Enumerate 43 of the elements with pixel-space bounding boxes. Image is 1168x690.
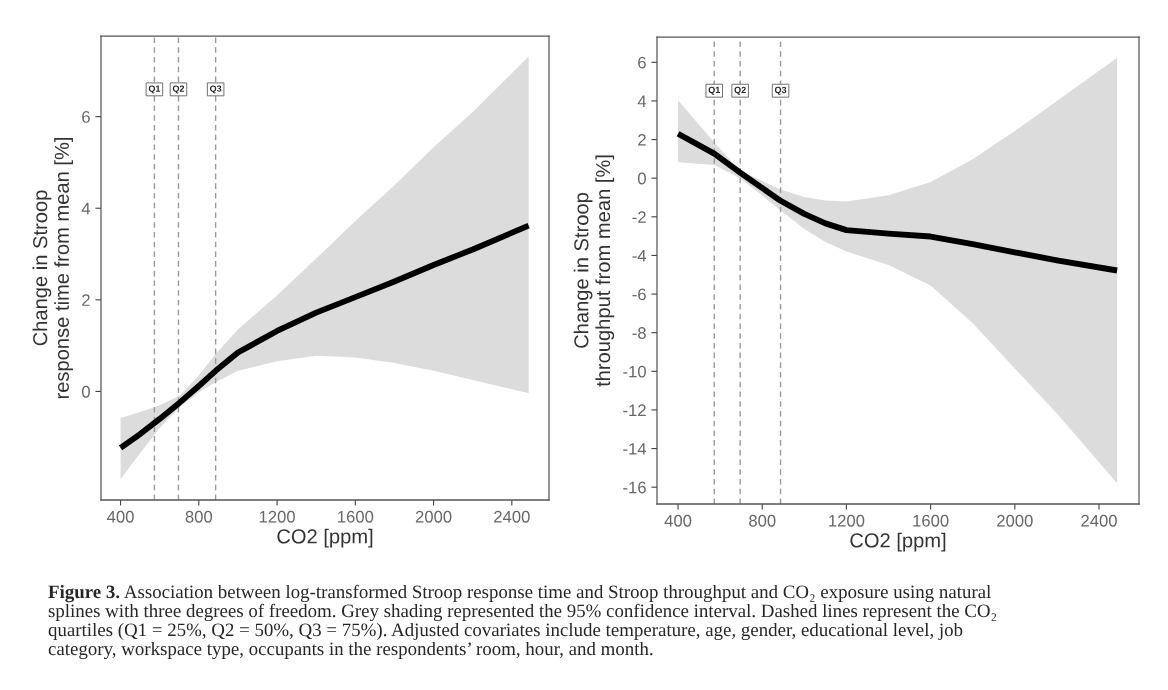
x-tick-label: 400 [664,514,692,527]
x-tick-label: 2000 [997,514,1033,527]
y-tick-label: -8 [632,327,646,339]
x-tick-label: 800 [185,510,213,523]
text: quartiles (Q1 = 25%, Q2 = 50%, Q3 = 75%). Adjusted covariates include temperature, age, gender, educational level, job [48,622,963,641]
y-tick-label: 0 [81,385,90,398]
x-tick-label: 1600 [913,514,949,527]
y-tick-label: 2 [82,294,90,306]
y-tick-label: -16 [623,481,646,494]
x-tick-label: 2400 [494,510,530,523]
caption: Figure 3. [48,584,120,603]
y-tick-label: 0 [637,172,646,185]
x-tick-label: 1200 [259,510,295,523]
y-tick-label: -4 [632,250,647,262]
text: splines with three degrees of freedom. Grey shading represented the 95% confidence interval. Dashed lines represent the CO₂ [48,603,997,622]
y-tick-label: -14 [623,443,647,455]
ref-line-label: Q2 [172,85,185,94]
ref-line-label: Q1 [708,86,721,95]
y-axis-title: Change in Stroop response time from mean [%] [32,137,73,399]
text: Association between log-transformed Stroop response time and Stroop throughput and CO₂ exposure using natural [124,584,991,603]
x-tick-label: 800 [749,514,776,527]
y-tick-label: 4 [81,202,91,215]
x-tick-label: 2400 [1081,514,1117,527]
y-tick-label: 6 [638,56,646,69]
x-axis-title: CO2 [ppm] [850,532,946,552]
x-tick-label: 400 [107,510,134,523]
y-tick-label: 4 [637,95,647,107]
x-tick-label: 2000 [415,510,452,523]
y-tick-label: -2 [632,211,646,223]
y-axis-title: Change in Stroop throughput from mean [%] [573,155,615,387]
y-tick-label: -10 [623,365,646,378]
y-tick-label: 2 [638,133,646,146]
y-tick-label: 6 [82,111,90,123]
ref-line-label: Q1 [148,85,161,94]
y-tick-label: -6 [632,288,646,301]
text: category, workspace type, occupants in the respondents’ room, hour, and month. [48,641,653,660]
y-tick-label: -12 [623,404,646,416]
x-axis-title: CO2 [ppm] [277,528,373,548]
ref-line-label: Q3 [209,85,222,94]
x-tick-label: 1600 [338,510,374,523]
ref-line-label: Q2 [734,86,746,95]
x-tick-label: 1200 [829,514,865,527]
ref-line-label: Q3 [774,86,787,95]
